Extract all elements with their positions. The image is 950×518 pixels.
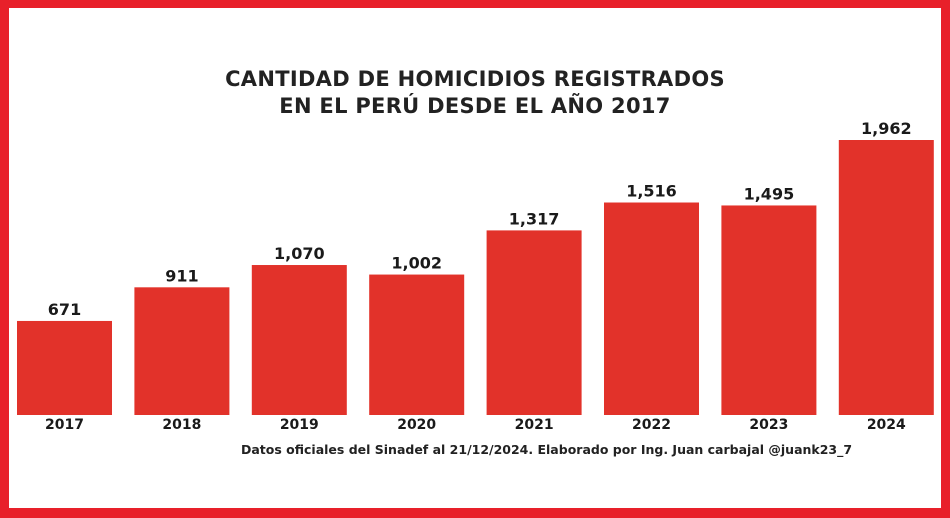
bar-2022: [604, 202, 699, 415]
category-label-2017: 2017: [45, 417, 84, 433]
value-label-2018: 911: [165, 266, 198, 285]
bar-2021: [486, 230, 582, 415]
category-label-2018: 2018: [162, 417, 201, 433]
bar-2024: [838, 140, 934, 415]
bar-chart: 671 2017 911 2018 1,070 2019 1,002 2020 1,317 202…: [17, 119, 934, 433]
category-label-2021: 2021: [515, 417, 554, 433]
category-label-2020: 2020: [397, 417, 436, 433]
value-label-2022: 1,516: [626, 182, 677, 201]
source-footnote: Datos oficiales del Sinadef al 21/12/202…: [241, 442, 853, 457]
bar-2017: [17, 320, 112, 415]
value-label-2024: 1,962: [861, 119, 912, 138]
chart-frame: CANTIDAD DE HOMICIDIOS REGISTRADOS EN EL…: [9, 8, 941, 508]
value-label-2017: 671: [48, 300, 81, 319]
bar-2019: [251, 265, 347, 415]
bar-2023: [721, 205, 817, 415]
bar-2020: [369, 274, 465, 415]
category-label-2024: 2024: [867, 417, 906, 433]
category-label-2022: 2022: [632, 417, 671, 433]
bar-2018: [134, 287, 230, 415]
chart-title-line-2: EN EL PERÚ DESDE EL AÑO 2017: [279, 94, 671, 118]
value-label-2021: 1,317: [509, 209, 560, 228]
value-label-2019: 1,070: [274, 244, 325, 263]
chart-title-line-1: CANTIDAD DE HOMICIDIOS REGISTRADOS: [225, 67, 725, 91]
chart-title: CANTIDAD DE HOMICIDIOS REGISTRADOS EN EL…: [9, 66, 941, 120]
category-label-2023: 2023: [749, 417, 788, 433]
value-label-2020: 1,002: [391, 254, 442, 273]
value-label-2023: 1,495: [744, 184, 795, 203]
category-label-2019: 2019: [280, 417, 319, 433]
